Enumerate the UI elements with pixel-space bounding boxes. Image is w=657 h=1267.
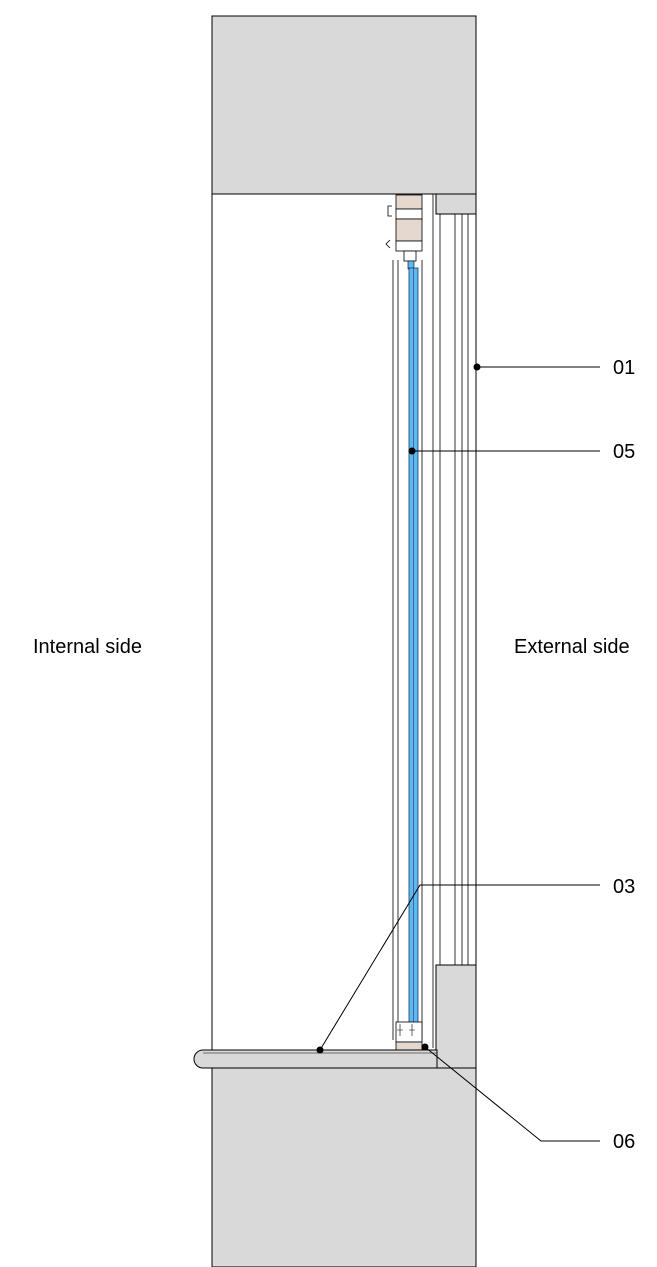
- callout-03-leader: [319, 884, 600, 1051]
- callout-03: 03: [316, 876, 635, 1054]
- head-reveal-block: [435, 193, 477, 215]
- external-side-label: External side: [514, 636, 630, 658]
- callout-06-label: 06: [613, 1131, 635, 1153]
- callout-06: 06: [421, 1043, 635, 1153]
- lower-wall-block: [211, 1067, 477, 1267]
- internal-side-label: Internal side: [33, 636, 142, 658]
- sill-profile: [395, 1021, 423, 1051]
- upper-wall-block: [211, 15, 477, 195]
- callout-03-label: 03: [613, 876, 635, 898]
- callout-05-label: 05: [613, 441, 635, 463]
- callout-01: 01: [473, 357, 635, 379]
- callout-05: 05: [408, 441, 635, 463]
- window-board: [193, 1049, 438, 1069]
- head-profile: [385, 194, 423, 270]
- callout-06-leader: [424, 1046, 600, 1142]
- sill-reveal-block: [435, 964, 477, 1069]
- callout-01-label: 01: [613, 357, 635, 379]
